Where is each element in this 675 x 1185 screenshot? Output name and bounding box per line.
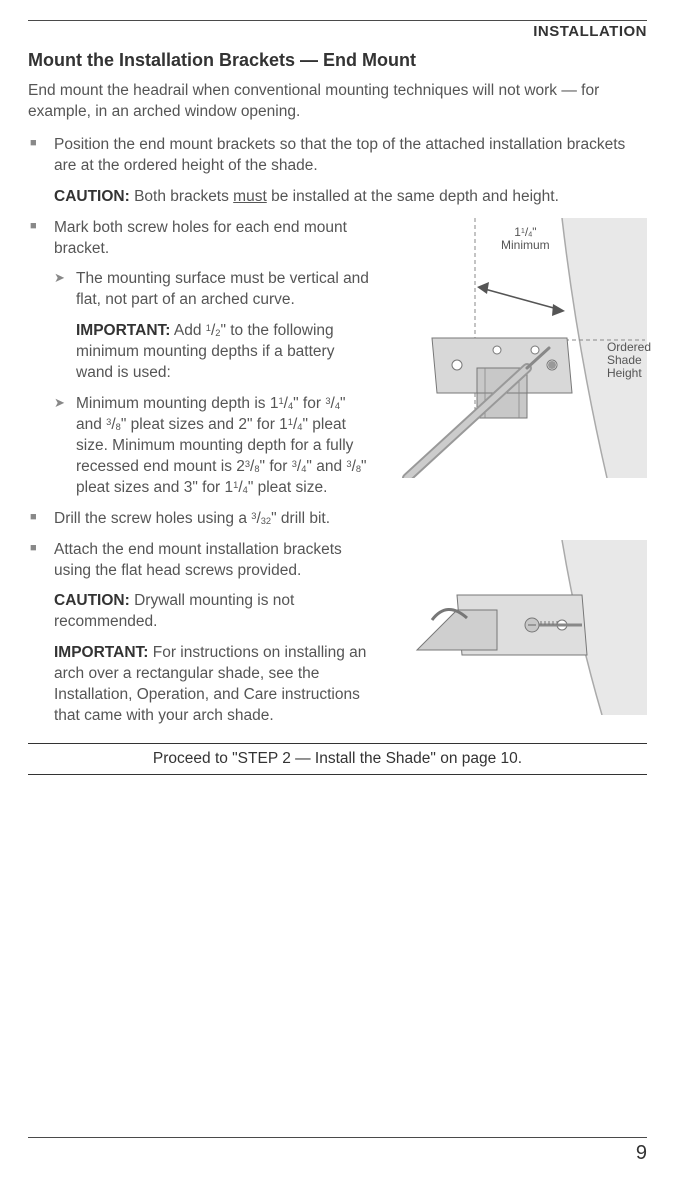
caution-drywall: CAUTION: Drywall mounting is not recomme… — [54, 591, 409, 633]
page-number: 9 — [28, 1142, 647, 1165]
page-title: Mount the Installation Brackets — End Mo… — [28, 50, 647, 71]
section-header: INSTALLATION — [28, 23, 647, 40]
intro-text: End mount the headrail when conventional… — [28, 81, 647, 123]
caution-same-depth: CAUTION: Both brackets must be installed… — [54, 187, 647, 208]
bullet-position: Position the end mount brackets so that … — [28, 135, 647, 177]
header-divider — [28, 20, 647, 21]
important-arch: IMPORTANT: For instructions on installin… — [54, 643, 409, 727]
caution-label: CAUTION: — [54, 188, 130, 205]
page-footer: 9 — [28, 1137, 647, 1165]
figure-attach-bracket — [387, 540, 647, 715]
bullet-mark-holes: Mark both screw holes for each end mount… — [28, 218, 647, 260]
arrow-vertical-flat: The mounting surface must be vertical an… — [54, 269, 409, 311]
proceed-step2: Proceed to "STEP 2 — Install the Shade" … — [28, 743, 647, 775]
bullet-attach: Attach the end mount installation bracke… — [28, 540, 383, 582]
arrow-min-depth: Minimum mounting depth is 11/4" for 3/4"… — [54, 394, 409, 499]
fig1-ordered-shade-height: OrderedShadeHeight — [607, 341, 651, 381]
footer-divider — [28, 1137, 647, 1138]
bullet-drill: Drill the screw holes using a 3/32" dril… — [28, 509, 647, 530]
